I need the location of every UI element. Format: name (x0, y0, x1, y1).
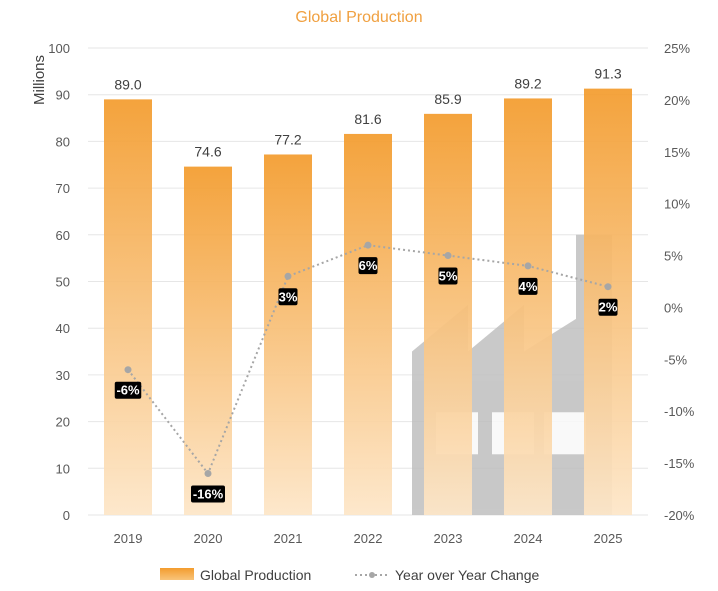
x-tick-label: 2023 (434, 531, 463, 546)
yoy-point (364, 241, 372, 249)
yoy-value-label: -16% (191, 485, 225, 503)
legend-swatch-production (160, 568, 194, 580)
bar (184, 166, 232, 516)
y2-tick-label: -5% (664, 352, 688, 367)
legend-label-yoy: Year over Year Change (395, 567, 539, 583)
bar-value-label: 81.6 (354, 111, 381, 127)
bar-value-label: 89.2 (514, 75, 541, 91)
yoy-line (124, 241, 612, 477)
x-tick-label: 2019 (114, 531, 143, 546)
legend: Global Production Year over Year Change (160, 567, 539, 583)
bar (104, 99, 152, 516)
yoy-value-label: 5% (438, 267, 458, 285)
y-tick-label: 10 (56, 461, 70, 476)
y2-tick-label: 15% (664, 145, 690, 160)
legend-marker-yoy (369, 572, 375, 578)
y2-tick-label: -15% (664, 456, 695, 471)
bar (424, 113, 472, 516)
y2-tick-label: 5% (664, 249, 683, 264)
y-axis-title: Millions (31, 55, 48, 105)
yoy-label-text: 6% (359, 258, 378, 273)
yoy-value-label: -6% (114, 381, 142, 399)
bar (264, 154, 312, 515)
y2-tick-label: 0% (664, 300, 683, 315)
bar-value-label: 89.0 (114, 76, 141, 92)
yoy-label-text: -6% (116, 383, 140, 398)
bar-value-label: 85.9 (434, 91, 461, 107)
y-tick-label: 30 (56, 368, 70, 383)
yoy-label-text: 3% (279, 289, 298, 304)
x-tick-label: 2020 (194, 531, 223, 546)
yoy-label-text: 5% (439, 269, 458, 284)
y2-tick-label: 10% (664, 197, 690, 212)
yoy-value-label: 6% (358, 257, 378, 275)
yoy-label-text: 4% (519, 279, 538, 294)
bar-value-label: 91.3 (594, 66, 621, 82)
yoy-value-label: 4% (518, 277, 538, 295)
yoy-label-text: -16% (193, 486, 224, 501)
yoy-label-box (358, 257, 378, 275)
yoy-point (604, 283, 612, 291)
y-tick-label: 20 (56, 415, 70, 430)
y-tick-label: 40 (56, 321, 70, 336)
y2-tick-label: -20% (664, 508, 695, 523)
yoy-label-box (438, 267, 458, 285)
yoy-value-label: 3% (278, 288, 298, 306)
axis-ticks: 0 10 20 30 40 50 60 70 80 90 100 -20% -15% -10% -5% 0% 5… (48, 41, 694, 546)
x-tick-label: 2022 (354, 531, 383, 546)
y-tick-label: 80 (56, 134, 70, 149)
x-tick-label: 2025 (594, 531, 623, 546)
yoy-label-text: 2% (599, 300, 618, 315)
chart-title: Global Production (295, 9, 422, 26)
y2-tick-label: -10% (664, 404, 695, 419)
yoy-point (284, 272, 292, 280)
y-tick-label: 70 (56, 181, 70, 196)
y-tick-label: 100 (48, 41, 70, 56)
yoy-label-box (598, 298, 618, 316)
yoy-label-box (114, 381, 142, 399)
y-tick-label: 90 (56, 88, 70, 103)
yoy-point (124, 366, 132, 374)
bar-value-label: 74.6 (194, 144, 221, 160)
y2-tick-label: 20% (664, 93, 690, 108)
x-tick-label: 2024 (514, 531, 543, 546)
y-tick-label: 0 (63, 508, 70, 523)
bar (344, 133, 392, 516)
legend-label-production: Global Production (200, 567, 311, 583)
yoy-point (524, 262, 532, 270)
yoy-point (444, 252, 452, 260)
yoy-label-box (518, 277, 538, 295)
yoy-label-box (191, 485, 225, 503)
y2-tick-label: 25% (664, 41, 690, 56)
y-tick-label: 50 (56, 275, 70, 290)
bar-value-label: 77.2 (274, 131, 301, 147)
yoy-value-label: 2% (598, 298, 618, 316)
data-labels: 89.0 74.6 77.2 81.6 85.9 89.2 91.3 -6% -16% 3% 6% 5… (114, 66, 622, 503)
y-tick-label: 60 (56, 228, 70, 243)
bar (504, 98, 552, 515)
x-tick-label: 2021 (274, 531, 303, 546)
bars (104, 88, 632, 516)
yoy-label-box (278, 288, 298, 306)
yoy-point (204, 469, 212, 477)
